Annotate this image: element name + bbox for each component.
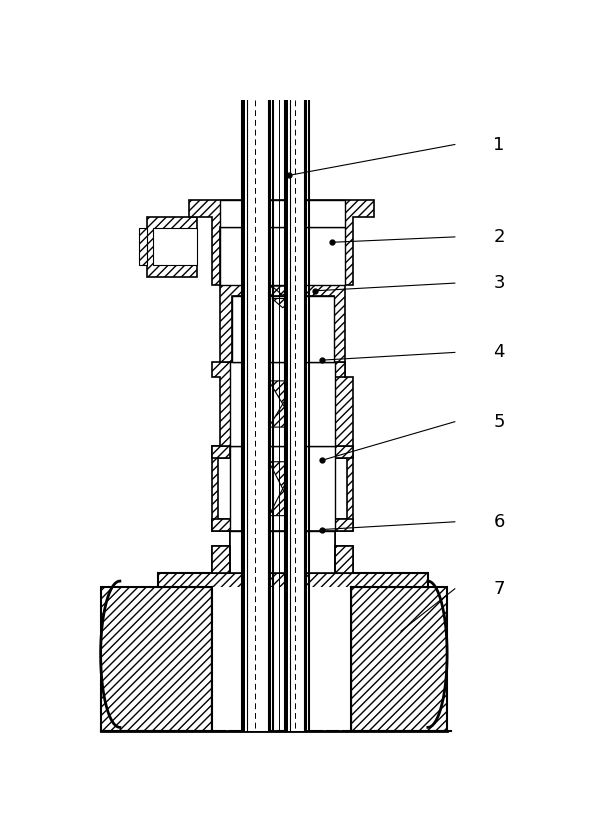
- Bar: [212, 587, 351, 731]
- Polygon shape: [269, 381, 297, 404]
- Bar: [230, 362, 336, 446]
- Text: 6: 6: [493, 513, 505, 531]
- Polygon shape: [272, 286, 294, 295]
- Text: 7: 7: [493, 580, 505, 597]
- Polygon shape: [212, 547, 230, 573]
- Polygon shape: [212, 362, 353, 446]
- Polygon shape: [269, 404, 297, 427]
- Polygon shape: [230, 362, 345, 377]
- Polygon shape: [269, 488, 297, 516]
- Polygon shape: [212, 446, 353, 458]
- Polygon shape: [336, 547, 353, 573]
- Polygon shape: [220, 285, 345, 362]
- Text: 4: 4: [493, 344, 505, 361]
- Text: 5: 5: [493, 413, 505, 431]
- Polygon shape: [189, 200, 374, 285]
- Bar: [220, 200, 345, 227]
- Polygon shape: [269, 462, 297, 488]
- Polygon shape: [272, 299, 294, 308]
- Polygon shape: [100, 587, 212, 731]
- Bar: [232, 296, 334, 362]
- Bar: [241, 100, 244, 731]
- Polygon shape: [147, 217, 197, 277]
- Bar: [268, 100, 271, 731]
- Polygon shape: [212, 531, 353, 573]
- Bar: [153, 229, 197, 265]
- Bar: [285, 100, 288, 731]
- Polygon shape: [212, 519, 353, 531]
- Bar: [230, 446, 336, 531]
- Bar: [287, 100, 304, 731]
- Polygon shape: [212, 446, 230, 458]
- Bar: [304, 100, 307, 731]
- Text: 1: 1: [493, 136, 505, 153]
- Polygon shape: [212, 446, 230, 531]
- Polygon shape: [158, 573, 428, 731]
- Polygon shape: [336, 446, 353, 531]
- Bar: [230, 531, 336, 573]
- Text: 2: 2: [493, 228, 505, 246]
- Bar: [220, 227, 345, 285]
- Bar: [139, 229, 147, 265]
- Polygon shape: [351, 587, 447, 731]
- Text: 3: 3: [493, 274, 505, 292]
- Bar: [244, 100, 268, 731]
